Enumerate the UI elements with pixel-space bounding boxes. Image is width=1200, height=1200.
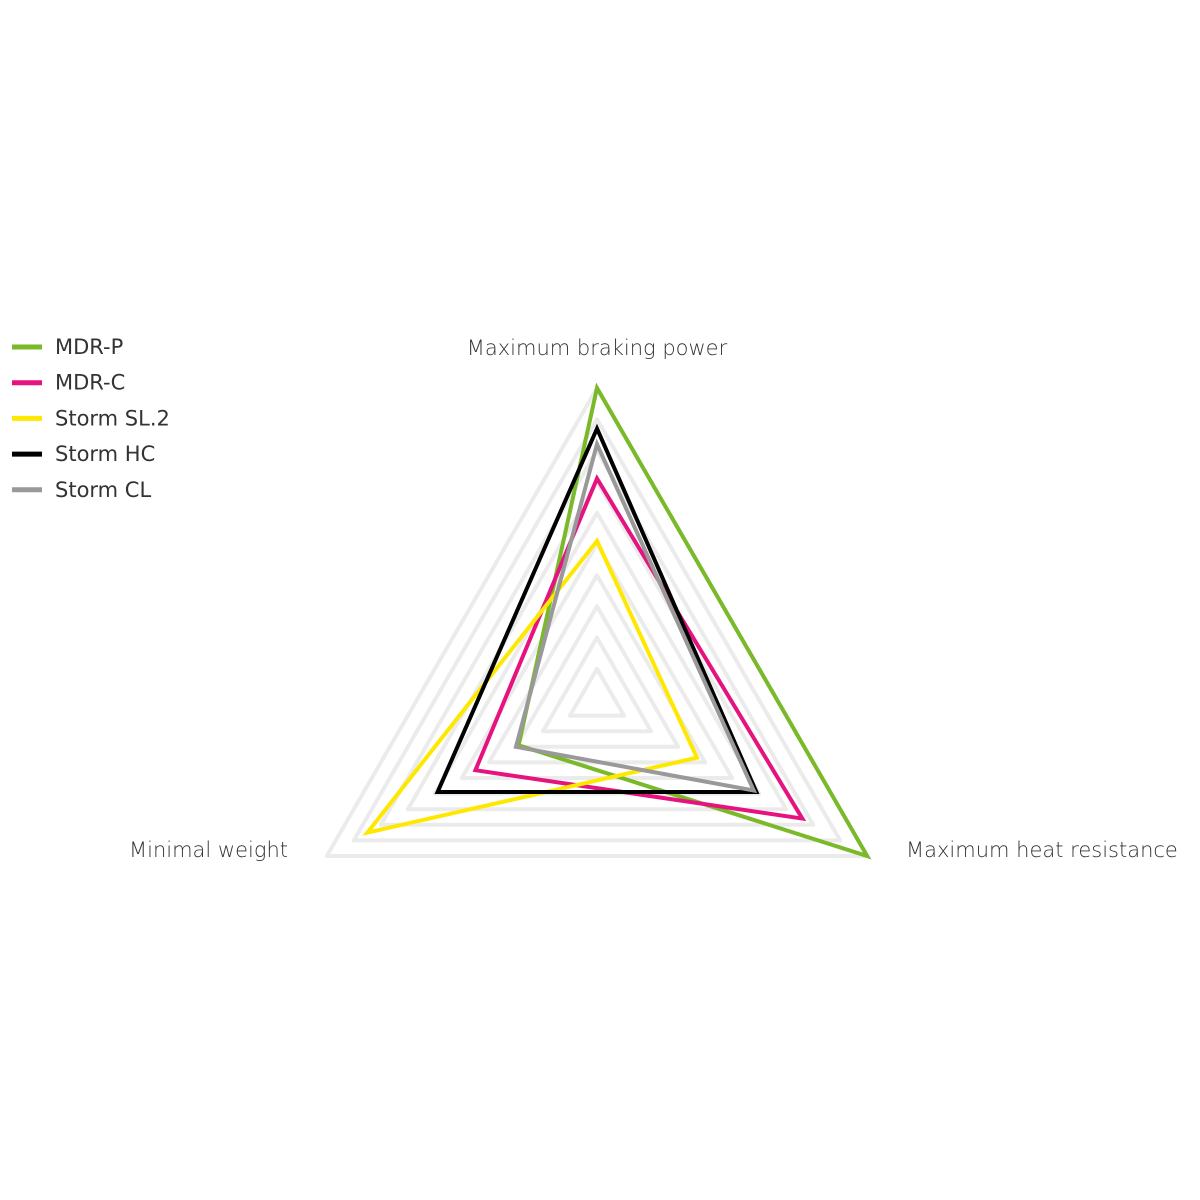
grid-ring [513, 604, 681, 749]
grid-ring [459, 542, 735, 780]
legend-item: MDR-C [12, 371, 125, 395]
legend-label: Storm SL.2 [55, 406, 170, 430]
grid-ring [378, 448, 816, 827]
legend-label: MDR-P [55, 335, 123, 359]
axis-label-left: Minimal weight [129, 838, 288, 862]
legend-label: Storm CL [55, 478, 151, 502]
legend-label: Storm HC [55, 442, 155, 466]
axis-label-right: Maximum heat resistance [906, 838, 1178, 862]
axis-label-top: Maximum braking power [467, 336, 728, 360]
grid-ring [567, 666, 627, 718]
legend-label: MDR-C [55, 371, 125, 395]
legend-item: MDR-P [12, 335, 123, 359]
grid-ring [351, 417, 843, 843]
legend-item: Storm HC [12, 442, 155, 466]
legend-item: Storm CL [12, 478, 151, 502]
grid [324, 386, 870, 858]
series-storm-hc [434, 423, 760, 795]
series-storm-cl [513, 438, 758, 794]
series-mdr-c [472, 474, 807, 822]
series-group [362, 382, 872, 860]
grid-ring [540, 635, 654, 734]
legend-item: Storm SL.2 [12, 406, 170, 430]
grid-ring [324, 386, 870, 858]
legend: MDR-P MDR-C Storm SL.2 Storm HC Storm CL [12, 335, 170, 502]
axis-labels: Maximum braking power Maximum heat resis… [129, 336, 1178, 862]
